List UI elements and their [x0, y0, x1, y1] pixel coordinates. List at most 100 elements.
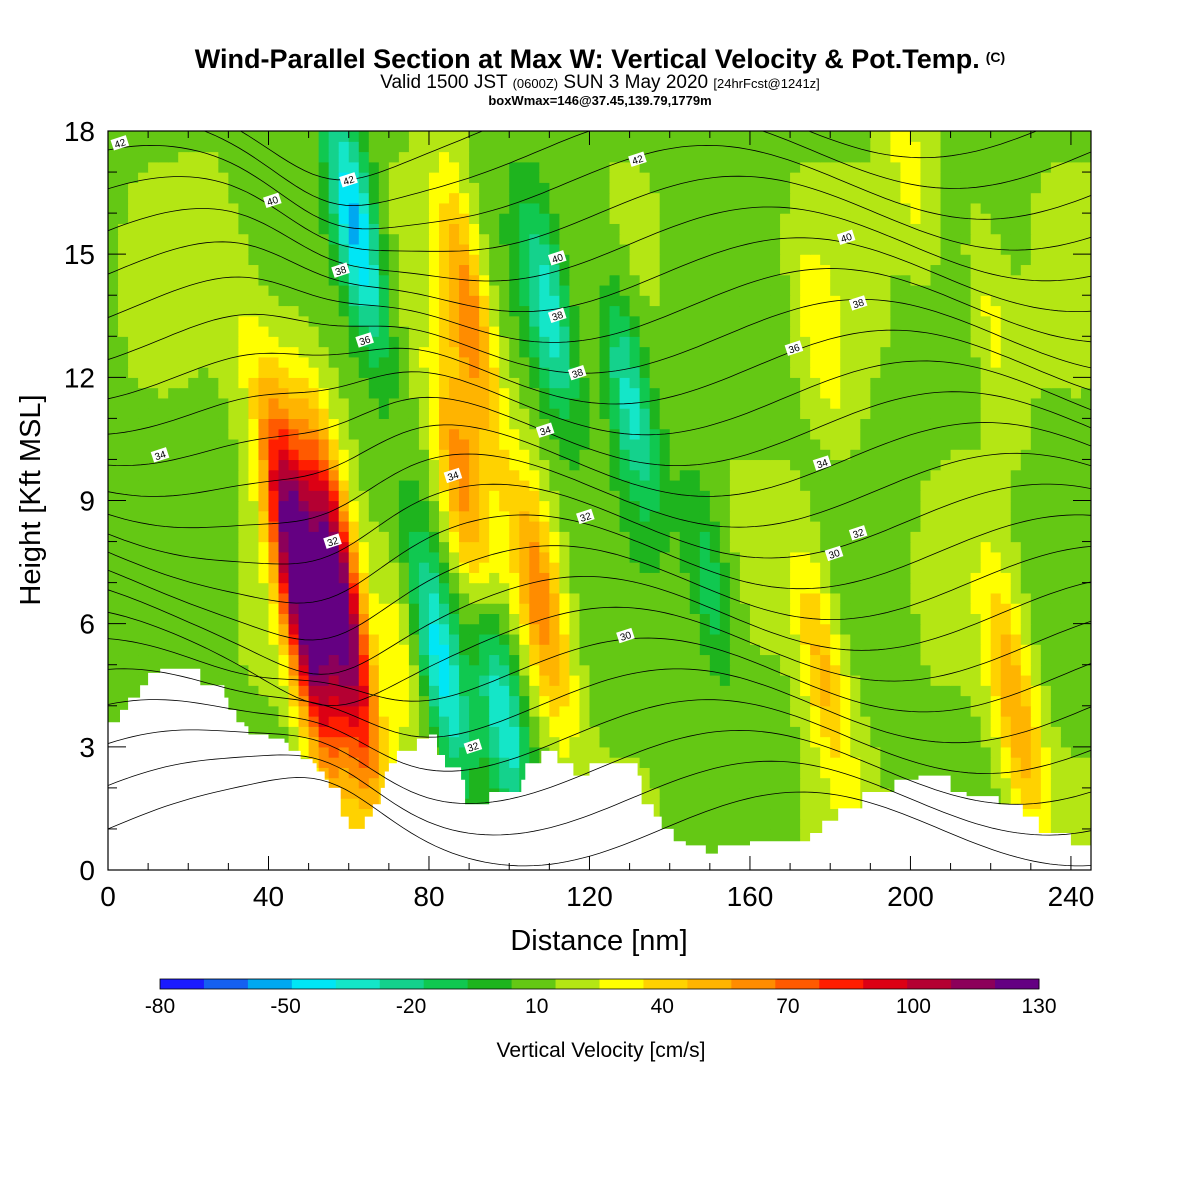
- velocity-cell: [1010, 633, 1022, 645]
- velocity-cell: [719, 572, 731, 584]
- velocity-cell: [770, 531, 781, 543]
- velocity-cell: [388, 469, 400, 481]
- velocity-cell: [800, 397, 811, 409]
- velocity-cell: [880, 449, 891, 461]
- velocity-cell: [529, 623, 540, 635]
- velocity-cell: [950, 726, 962, 738]
- velocity-cell: [629, 623, 641, 635]
- velocity-cell: [810, 408, 821, 419]
- velocity-cell: [1070, 726, 1082, 738]
- velocity-cell: [920, 449, 932, 461]
- velocity-cell: [1010, 387, 1022, 399]
- velocity-cell: [549, 623, 560, 635]
- velocity-cell: [709, 510, 721, 522]
- velocity-cell: [729, 551, 741, 563]
- velocity-cell: [790, 726, 801, 738]
- velocity-cell: [198, 500, 209, 512]
- velocity-cell: [569, 551, 581, 563]
- velocity-cell: [348, 438, 360, 450]
- velocity-cell: [1010, 500, 1022, 512]
- velocity-cell: [850, 592, 861, 604]
- velocity-cell: [168, 459, 179, 471]
- velocity-cell: [118, 695, 129, 707]
- velocity-cell: [559, 603, 571, 614]
- velocity-cell: [188, 356, 199, 368]
- velocity-cell: [970, 367, 982, 378]
- velocity-cell: [288, 367, 300, 378]
- velocity-cell: [1060, 541, 1072, 553]
- velocity-cell: [749, 572, 761, 584]
- velocity-cell: [599, 633, 611, 645]
- velocity-cell: [248, 685, 260, 697]
- velocity-cell: [629, 562, 641, 573]
- velocity-cell: [619, 449, 631, 461]
- velocity-cell: [178, 644, 189, 656]
- velocity-cell: [388, 603, 400, 614]
- velocity-cell: [1010, 798, 1022, 810]
- velocity-cell: [1070, 459, 1082, 471]
- velocity-cell: [790, 685, 801, 697]
- velocity-cell: [649, 592, 661, 604]
- velocity-cell: [569, 716, 581, 727]
- velocity-cell: [278, 397, 290, 409]
- velocity-cell: [1020, 367, 1032, 378]
- velocity-cell: [138, 551, 149, 563]
- velocity-cell: [308, 428, 320, 440]
- velocity-cell: [880, 346, 891, 358]
- velocity-cell: [539, 521, 550, 532]
- velocity-cell: [649, 787, 661, 799]
- velocity-cell: [569, 500, 581, 512]
- velocity-cell: [1080, 500, 1091, 512]
- velocity-cell: [569, 479, 581, 491]
- velocity-cell: [920, 767, 932, 779]
- velocity-cell: [158, 387, 169, 399]
- velocity-cell: [739, 623, 751, 635]
- velocity-cell: [980, 377, 992, 389]
- velocity-cell: [719, 685, 731, 697]
- velocity-cell: [840, 664, 851, 676]
- velocity-cell: [539, 633, 550, 645]
- velocity-cell: [238, 603, 250, 614]
- velocity-cell: [589, 716, 601, 727]
- velocity-cell: [298, 613, 310, 625]
- velocity-cell: [499, 408, 510, 419]
- velocity-cell: [418, 623, 430, 635]
- velocity-cell: [870, 408, 881, 419]
- velocity-cell: [589, 490, 601, 502]
- velocity-cell: [790, 459, 801, 471]
- velocity-cell: [248, 387, 260, 399]
- velocity-cell: [589, 428, 601, 440]
- velocity-cell: [800, 798, 811, 810]
- velocity-cell: [880, 757, 891, 768]
- velocity-cell: [990, 674, 1002, 686]
- velocity-cell: [599, 408, 611, 419]
- velocity-cell: [298, 397, 310, 409]
- velocity-cell: [559, 531, 571, 543]
- velocity-cell: [228, 572, 239, 584]
- velocity-cell: [308, 479, 320, 491]
- velocity-cell: [1030, 633, 1042, 645]
- velocity-cell: [960, 346, 972, 358]
- velocity-cell: [118, 479, 129, 491]
- velocity-cell: [499, 685, 510, 697]
- velocity-cell: [268, 510, 280, 522]
- velocity-cell: [820, 623, 831, 635]
- velocity-cell: [609, 582, 621, 594]
- velocity-cell: [449, 633, 460, 645]
- velocity-cell: [910, 705, 922, 717]
- velocity-cell: [428, 541, 440, 553]
- velocity-cell: [870, 377, 881, 389]
- velocity-cell: [388, 572, 400, 584]
- velocity-cell: [709, 438, 721, 450]
- velocity-cell: [790, 674, 801, 686]
- velocity-cell: [388, 418, 400, 430]
- velocity-cell: [759, 705, 771, 717]
- velocity-cell: [639, 531, 651, 543]
- velocity-cell: [1030, 490, 1042, 502]
- velocity-cell: [479, 623, 490, 635]
- velocity-cell: [439, 469, 450, 481]
- velocity-cell: [790, 438, 801, 450]
- velocity-cell: [719, 562, 731, 573]
- velocity-cell: [900, 757, 912, 768]
- velocity-cell: [759, 623, 771, 635]
